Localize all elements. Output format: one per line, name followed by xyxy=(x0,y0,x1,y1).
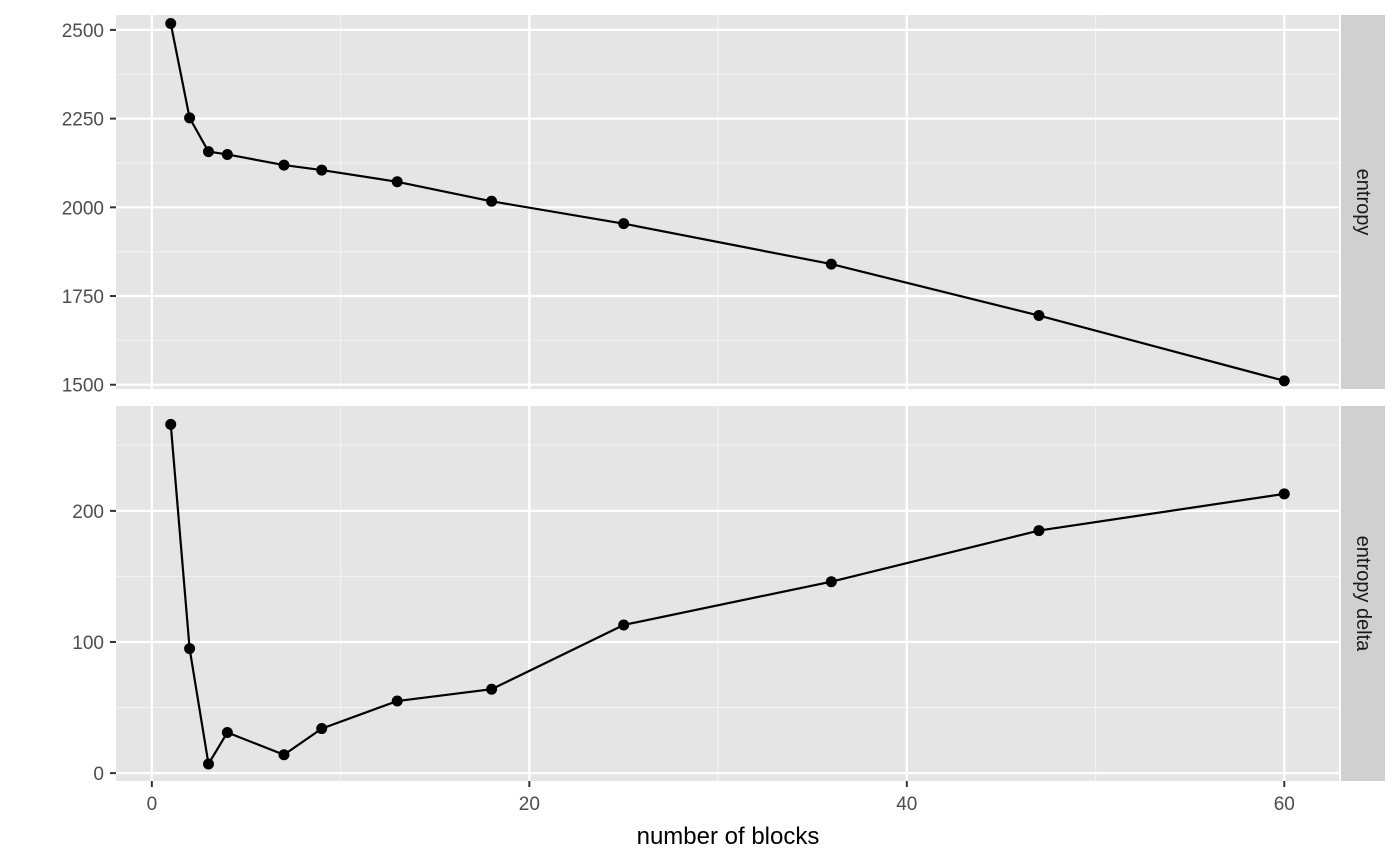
data-point xyxy=(825,576,837,588)
data-point xyxy=(316,723,328,735)
data-point xyxy=(1278,375,1290,387)
data-point xyxy=(221,148,233,160)
facet-panels: 1500 1750 2000 2250 2500 entropy 0 100 200 entrop… xyxy=(62,15,1385,785)
data-point xyxy=(486,683,498,695)
panel-background xyxy=(116,15,1339,389)
y-tick-label: 0 xyxy=(93,764,104,785)
facet-strip xyxy=(1341,406,1385,781)
series-line-0 xyxy=(169,23,1285,382)
x-tick-label: 0 xyxy=(147,794,158,815)
y-tick-label: 2250 xyxy=(62,110,104,131)
data-point xyxy=(618,218,630,230)
y-tick-label: 1500 xyxy=(62,376,104,397)
data-point xyxy=(316,164,328,176)
x-axis: 0 20 40 60 xyxy=(147,781,1295,815)
data-point xyxy=(165,418,177,430)
facet-strip xyxy=(1341,15,1385,389)
x-axis-title: number of blocks xyxy=(637,823,820,850)
y-tick-label: 200 xyxy=(72,502,104,523)
data-point xyxy=(486,195,498,207)
panel-background xyxy=(116,406,1339,781)
data-point xyxy=(1033,310,1045,322)
x-tick-label: 40 xyxy=(896,794,917,815)
facet-strip-label: entropy xyxy=(1352,169,1374,236)
x-tick-label: 60 xyxy=(1274,794,1295,815)
data-point xyxy=(278,159,290,171)
y-tick-label: 1750 xyxy=(62,287,104,308)
facet-panel-1: 0 100 200 entropy delta xyxy=(72,406,1385,785)
x-tick-label: 20 xyxy=(519,794,540,815)
y-tick-label: 2000 xyxy=(62,198,104,219)
data-point xyxy=(1278,488,1290,500)
data-point xyxy=(202,146,214,158)
data-point xyxy=(618,619,630,631)
data-point xyxy=(184,112,196,124)
facet-panel-0: 1500 1750 2000 2250 2500 entropy xyxy=(62,15,1385,397)
data-point xyxy=(202,758,214,770)
facet-strip-label: entropy delta xyxy=(1352,536,1374,653)
data-point xyxy=(221,726,233,738)
data-point xyxy=(825,258,837,270)
data-point xyxy=(391,695,403,707)
data-point xyxy=(165,18,177,30)
y-tick-label: 2500 xyxy=(62,21,104,42)
y-tick-label: 100 xyxy=(72,633,104,654)
data-point xyxy=(278,749,290,761)
data-point xyxy=(184,643,196,655)
series-line-1 xyxy=(169,424,1285,768)
data-point xyxy=(1033,525,1045,537)
data-point xyxy=(391,176,403,188)
